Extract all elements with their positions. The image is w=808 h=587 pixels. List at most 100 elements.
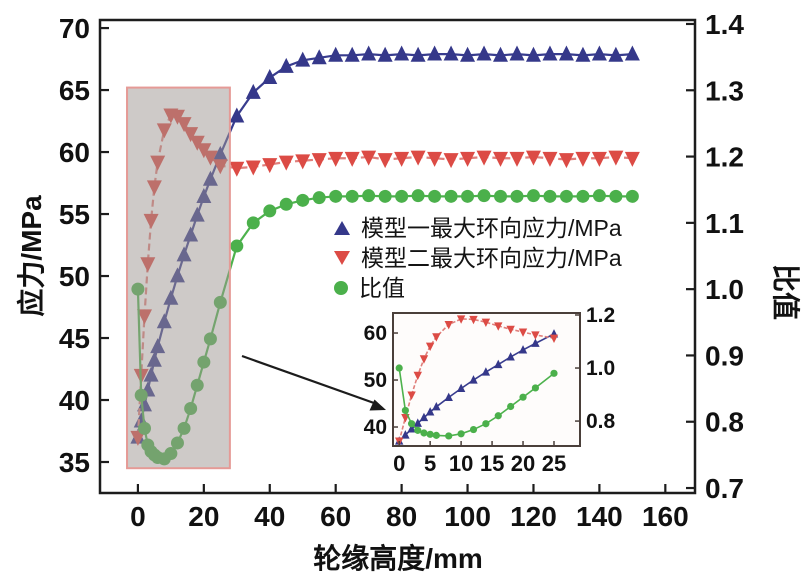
inset-x-tick-label: 20 [511,451,535,476]
data-point-triangle-down [328,151,344,167]
data-point-triangle-up [413,418,422,427]
data-point-triangle-down [456,315,466,324]
y-left-tick-label: 50 [59,261,90,292]
y-left-tick-label: 35 [59,447,90,478]
x-tick-label: 140 [576,501,623,532]
data-point-circle [494,189,508,203]
inset-x-tick-label: 5 [424,451,436,476]
zoom-arrow-head [369,399,386,411]
x-tick-label: 40 [254,501,285,532]
data-point-circle [407,420,416,428]
y-right-tick-label: 1.4 [705,9,744,40]
data-point-triangle-down [427,151,443,167]
plot-border [98,18,697,495]
y-right-tick-label: 1.2 [705,142,744,173]
data-point-circle [395,364,403,372]
data-point-circle [550,369,558,377]
inset-x-tick-label: 0 [393,451,405,476]
data-point-triangle-up [377,46,393,62]
data-point-triangle-up [509,45,525,61]
data-point-triangle-down [361,150,377,166]
data-point-triangle-down [591,151,607,167]
highlight-region [126,86,231,470]
inset-y-left-tick-label: 50 [364,369,387,392]
data-point-circle [592,189,606,203]
x-tick-label: 160 [642,501,689,532]
data-point-triangle-up [531,338,540,347]
data-point-circle [312,191,326,205]
data-point-circle [411,189,425,203]
data-point-circle [510,189,524,203]
data-point-triangle-down [443,153,459,169]
y-right-tick-label: 1.0 [705,274,744,305]
data-point-circle [426,430,434,438]
data-point-triangle-down [245,160,261,176]
data-point-circle [457,430,465,438]
data-point-triangle-up [456,383,466,393]
data-point-triangle-up [481,367,491,376]
data-point-circle [414,426,422,434]
inset-y-right-tick-label: 0.8 [586,410,616,433]
data-point-circle [477,189,491,203]
legend-label-model1: 模型一最大环向应力/MPa [361,214,622,241]
legend-item-model2: 模型二最大环向应力/MPa [334,243,622,273]
y-left-tick-label: 55 [59,199,90,230]
data-point-triangle-up [494,359,503,369]
data-point-circle [362,189,376,203]
data-point-triangle-up [245,83,261,99]
y-right-tick-label: 1.1 [705,208,744,239]
data-point-triangle-up [558,45,574,61]
data-point-triangle-down [432,333,441,342]
data-point-triangle-down [608,150,624,166]
zoom-arrow-line [241,354,375,405]
x-axis-title: 轮缘高度/mm [313,543,483,574]
data-point-circle [609,189,623,203]
data-point-circle [576,189,590,203]
inset-series-line-1 [398,318,555,442]
data-point-triangle-down [394,151,410,167]
data-point-triangle-down [481,318,491,328]
data-point-triangle-up [394,45,410,61]
data-point-triangle-down [278,155,294,171]
inset-y-right-tick-label: 1.0 [586,357,615,380]
data-point-circle [296,193,310,207]
x-tick-label: 0 [130,501,146,532]
data-point-circle [420,429,428,437]
data-point-triangle-down [425,342,435,352]
data-point-circle [531,384,540,392]
data-point-circle [559,189,573,203]
data-point-triangle-down [311,153,327,169]
circle-icon [334,281,348,295]
data-point-circle [507,402,515,411]
data-point-triangle-down [413,371,422,381]
data-point-circle [345,189,359,203]
data-point-triangle-up [295,51,311,67]
data-point-circle [329,189,343,203]
data-point-triangle-down [624,151,640,167]
data-point-triangle-up [575,46,591,62]
y-left-tick-label: 45 [59,323,90,354]
inset-y-right-tick-label: 1.2 [586,304,615,327]
data-point-triangle-down [410,150,426,166]
data-point-triangle-down [518,328,528,337]
data-point-circle [543,189,557,203]
data-point-triangle-up [469,375,478,384]
data-point-triangle-down [419,355,429,364]
data-point-circle [625,189,639,203]
data-point-triangle-down [509,151,525,167]
data-point-triangle-up [432,401,441,411]
data-point-triangle-down [575,151,591,167]
data-point-circle [526,189,540,203]
data-point-triangle-up [361,45,377,61]
y-right-tick-label: 0.9 [705,340,744,371]
data-point-triangle-up [427,45,443,61]
data-point-triangle-up [591,45,607,61]
y-left-tick-label: 60 [59,137,90,168]
legend-item-ratio: 比值 [334,273,622,303]
inset-y-left-tick-label: 40 [364,416,387,439]
y-right-tick-label: 0.8 [705,407,744,438]
x-tick-label: 60 [320,501,351,532]
data-point-triangle-down [549,334,559,344]
data-point-triangle-up [624,45,640,61]
